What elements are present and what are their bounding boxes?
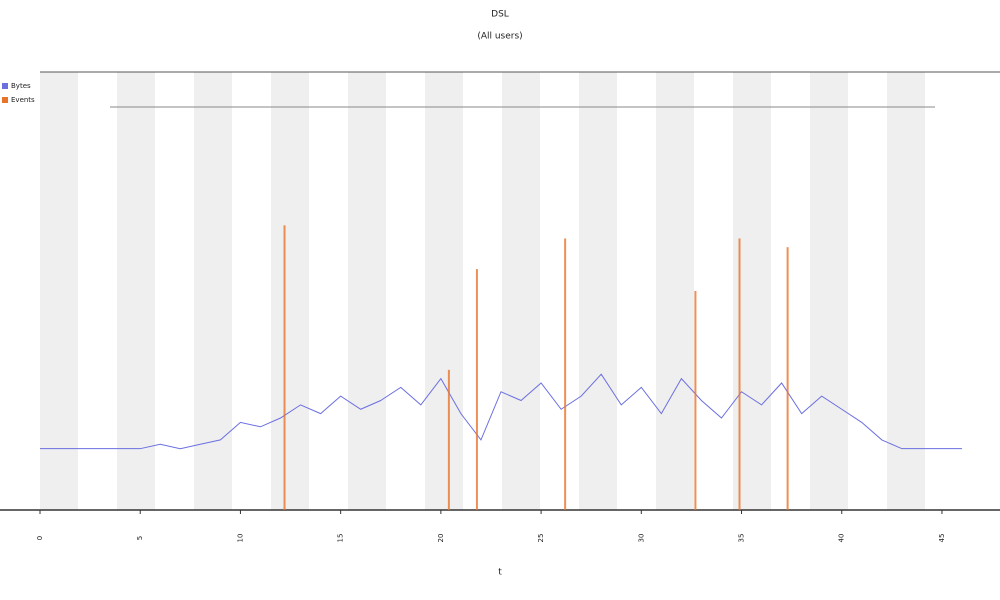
spike — [786, 247, 789, 510]
spike — [694, 291, 697, 510]
band — [502, 72, 540, 510]
chart-subtitle: (All users) — [477, 32, 522, 42]
band — [810, 72, 848, 510]
x-axis-label: t — [498, 568, 502, 578]
x-tick-label: 10 — [236, 534, 244, 543]
line-series — [40, 373, 962, 450]
band — [579, 72, 617, 510]
legend: Bytes Events — [2, 82, 35, 104]
background-bands — [40, 72, 925, 510]
band — [425, 72, 463, 510]
spike — [447, 369, 450, 510]
band — [271, 72, 309, 510]
legend-label: Events — [11, 96, 35, 104]
spike — [475, 269, 478, 510]
x-tick-label: 15 — [337, 534, 345, 543]
band — [348, 72, 386, 510]
x-tick-label: 40 — [838, 534, 846, 543]
x-tick-label: 20 — [437, 534, 445, 543]
band — [656, 72, 694, 510]
band — [40, 72, 78, 510]
x-tick-label: 45 — [938, 534, 946, 543]
legend-swatch — [2, 83, 8, 89]
x-tick-label: 5 — [136, 536, 144, 540]
legend-swatch — [2, 97, 8, 103]
band — [194, 72, 232, 510]
band — [117, 72, 155, 510]
spike — [564, 238, 567, 510]
x-tick-label: 25 — [537, 534, 545, 543]
x-tick-label: 35 — [738, 534, 746, 543]
legend-label: Bytes — [11, 82, 31, 90]
x-tick-label: 30 — [637, 534, 645, 543]
band — [887, 72, 925, 510]
spike — [738, 238, 741, 510]
chart-title: DSL — [491, 10, 509, 20]
spike — [283, 225, 286, 511]
x-tick-label: 0 — [36, 536, 44, 540]
